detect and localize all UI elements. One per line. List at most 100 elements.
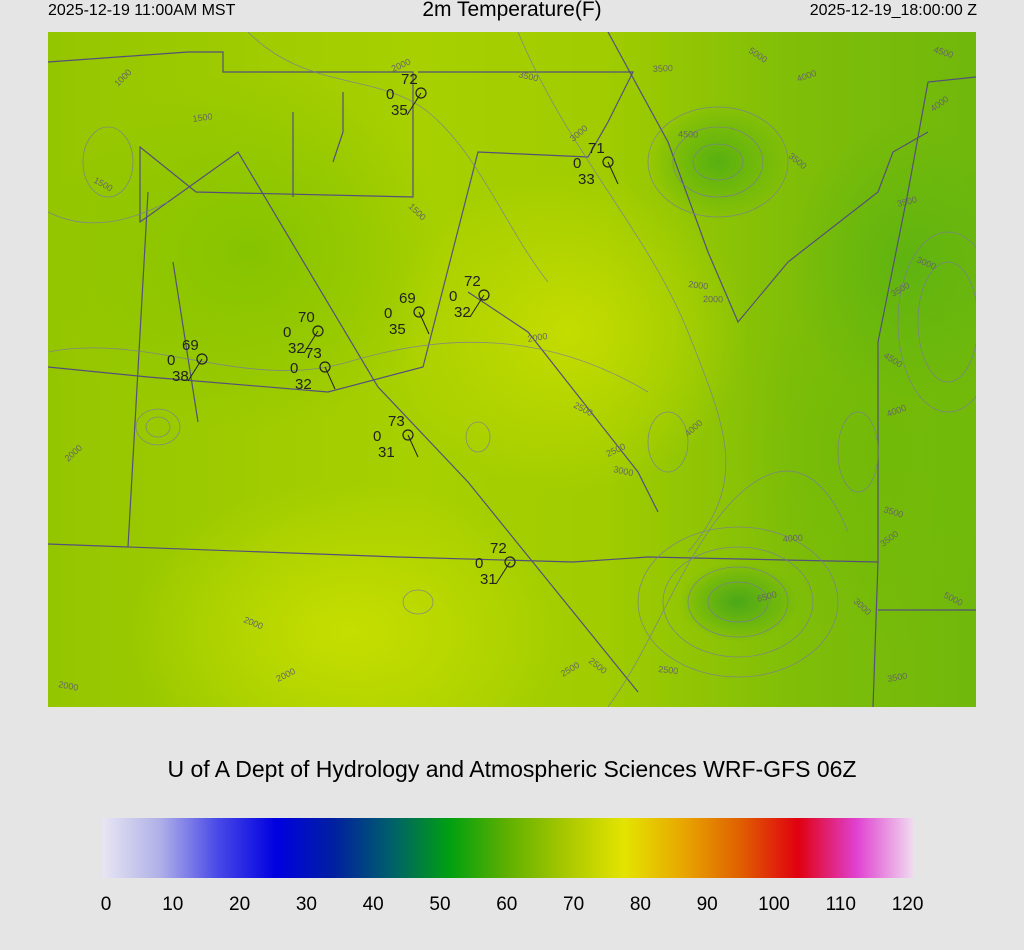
station-dew: 31	[378, 444, 395, 461]
color-scale-tick: 120	[891, 894, 924, 915]
station-dew: 32	[295, 376, 312, 393]
color-scale-tick: 40	[362, 894, 384, 915]
station-temp: 71	[588, 140, 605, 157]
contour-line	[48, 341, 649, 393]
station-plot[interactable]: 72 032	[449, 273, 490, 321]
color-scale-tick: 100	[758, 894, 790, 915]
contour-label: 5000	[747, 45, 769, 64]
contour-line	[145, 416, 171, 438]
contour-label: 2500	[587, 656, 609, 676]
contour-line	[465, 421, 491, 453]
station-plot[interactable]: 71 033	[573, 140, 619, 188]
station-plot[interactable]: 70 032	[283, 309, 324, 357]
station-wind: 0	[573, 155, 581, 172]
station-dew: 32	[288, 340, 305, 357]
contour-label: 1500	[407, 201, 428, 222]
station-plot[interactable]: 72 035	[386, 71, 427, 119]
station-plot[interactable]: 69 038	[167, 337, 208, 385]
station-plot[interactable]: 73 031	[373, 413, 419, 461]
contour-label: 2000	[688, 279, 709, 291]
contour-label: 2000	[63, 443, 85, 464]
station-temp: 69	[182, 337, 199, 354]
contour-label: 3000	[568, 123, 590, 144]
elevation-contours	[48, 32, 976, 707]
color-scale-tick: 90	[696, 894, 718, 915]
contour-line	[687, 566, 789, 638]
color-scale-tick: 80	[629, 894, 651, 915]
station-temp: 73	[388, 413, 405, 430]
color-scale-tick: 0	[100, 894, 112, 915]
wind-barb	[418, 311, 430, 335]
map-title: 2m Temperature(F)	[422, 0, 602, 21]
contour-line	[247, 32, 549, 283]
station-wind: 0	[384, 305, 392, 322]
station-temp: 69	[399, 290, 416, 307]
contour-label: 3500	[787, 151, 809, 171]
station-plot[interactable]: 73 032	[290, 345, 336, 393]
color-scale-tick: 60	[496, 894, 518, 915]
wind-barb	[187, 358, 203, 382]
contour-label: 3000	[613, 464, 635, 478]
color-scale-tick: 20	[229, 894, 251, 915]
wind-barb	[495, 561, 511, 585]
contour-label: 3500	[887, 671, 908, 684]
wind-barb	[303, 330, 319, 354]
contour-label: 2500	[605, 441, 627, 459]
contour-line	[402, 589, 434, 615]
contour-line	[692, 143, 744, 181]
contour-label: 4000	[885, 403, 907, 419]
station-dew: 35	[391, 102, 408, 119]
local-time: 2025-12-19 11:00AM MST	[48, 2, 236, 19]
contour-labels: 1000150015002000350030003500500040004500…	[58, 44, 965, 692]
wind-barb	[607, 161, 619, 185]
contour-label: 5000	[942, 590, 964, 608]
station-wind: 0	[475, 555, 483, 572]
contour-label: 1500	[92, 175, 114, 193]
contour-line	[707, 581, 769, 623]
valid-time: 2025-12-19_18:00:00 Z	[809, 2, 977, 19]
model-credit: U of A Dept of Hydrology and Atmospheric…	[167, 756, 857, 782]
station-wind: 0	[373, 428, 381, 445]
station-marker	[504, 556, 516, 568]
station-plot[interactable]: 72 031	[475, 540, 516, 588]
contour-label: 1500	[192, 111, 213, 124]
color-scale-tick: 30	[295, 894, 317, 915]
contour-label: 4000	[795, 68, 817, 84]
contour-label: 3500	[896, 194, 918, 209]
contour-line	[48, 201, 169, 224]
contour-label: 3500	[882, 504, 904, 519]
station-marker	[478, 289, 490, 301]
temperature-map[interactable]: 1000 1500 1500 2000 3500 3000 3500 5000 4000 4500…	[48, 32, 976, 707]
contour-line	[647, 106, 789, 218]
station-dew: 33	[578, 171, 595, 188]
color-scale-tick: 110	[825, 894, 856, 915]
contour-line	[917, 261, 976, 383]
color-scale-tick: 50	[429, 894, 451, 915]
station-plot[interactable]: 69 035	[384, 290, 430, 338]
color-scale-tick: 70	[563, 894, 585, 915]
contour-line	[637, 526, 839, 678]
station-temp: 72	[464, 273, 481, 290]
contour-line	[837, 411, 879, 493]
contour-label: 2000	[703, 294, 723, 304]
wind-barb	[407, 434, 419, 458]
station-wind: 0	[386, 86, 394, 103]
station-dew: 35	[389, 321, 406, 338]
station-dew: 38	[172, 368, 189, 385]
color-scale-tick: 10	[162, 894, 184, 915]
contour-label: 6500	[756, 589, 778, 604]
station-temp: 72	[490, 540, 507, 557]
station-wind: 0	[283, 324, 291, 341]
station-marker	[319, 361, 331, 373]
contour-label: 2000	[527, 331, 548, 344]
station-marker	[415, 87, 427, 99]
contour-label: 4000	[928, 94, 950, 114]
station-marker	[402, 429, 414, 441]
contour-label: 3000	[915, 255, 937, 272]
contour-label: 3000	[852, 596, 873, 617]
station-temp: 72	[401, 71, 418, 88]
station-wind: 0	[167, 352, 175, 369]
state-county-boundaries	[48, 32, 976, 707]
contour-label: 4000	[782, 533, 803, 544]
contour-label: 4500	[932, 44, 954, 60]
